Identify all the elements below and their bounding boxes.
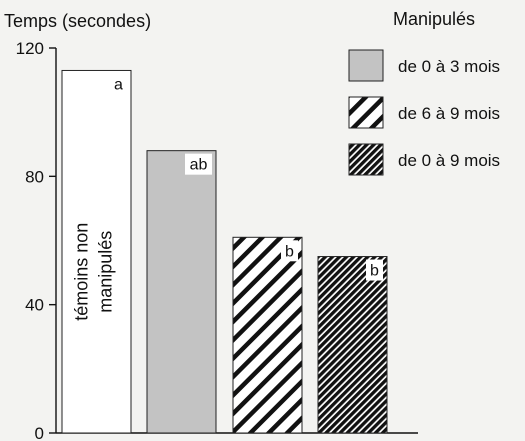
bar-group-label-line1: témoins non — [72, 223, 92, 321]
bar-letter-label: b — [285, 243, 294, 260]
legend: de 0 à 3 mois de 6 à 9 mois de 0 à 9 mois — [348, 49, 500, 176]
legend-label: de 0 à 9 mois — [398, 151, 500, 170]
bar — [232, 236, 303, 434]
bar-group-label-line2: manipulés — [96, 231, 116, 313]
y-tick-label: 40 — [25, 296, 44, 315]
bar — [61, 69, 132, 434]
y-axis-title: Temps (secondes) — [4, 11, 151, 31]
bar-letter-label: b — [370, 263, 379, 280]
bar-label-bg — [281, 240, 298, 262]
legend-label: de 6 à 9 mois — [398, 104, 500, 123]
bar-label-bg — [366, 259, 383, 281]
legend-swatch — [348, 49, 384, 82]
y-tick-label: 0 — [35, 424, 44, 441]
bar-letter-label: a — [114, 76, 123, 93]
legend-swatch — [348, 143, 384, 176]
bar-letter-label: ab — [190, 157, 208, 174]
y-tick-label: 120 — [16, 39, 44, 58]
legend-label: de 0 à 3 mois — [398, 57, 500, 76]
bar — [317, 256, 388, 434]
bar-label-bg — [185, 153, 212, 175]
y-tick-label: 80 — [25, 167, 44, 186]
legend-swatch — [348, 96, 384, 129]
bar-label-bg — [110, 73, 127, 95]
bars: a témoins non manipulés ab b b — [61, 69, 388, 434]
bar — [146, 150, 217, 434]
legend-title: Manipulés — [393, 9, 475, 29]
